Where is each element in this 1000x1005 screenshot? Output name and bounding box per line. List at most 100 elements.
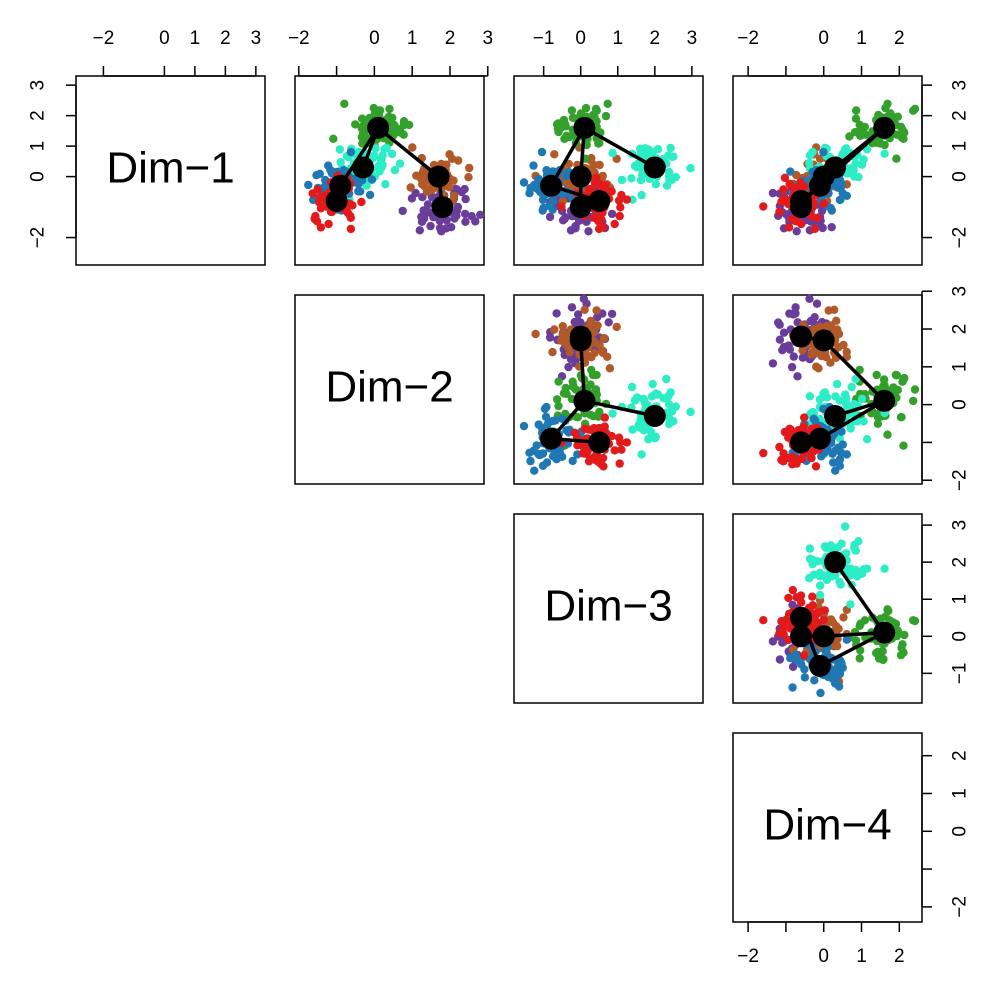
- centroid-marker-cyan: [824, 551, 847, 574]
- centroid-tree-edge: [583, 126, 656, 169]
- data-point: [385, 104, 394, 114]
- centroid-tree-edge: [822, 339, 886, 403]
- data-point: [316, 204, 326, 213]
- axis-tick-label-top: 1: [407, 28, 418, 49]
- data-point: [630, 396, 640, 405]
- data-point: [415, 226, 424, 235]
- axis-tick-label-top: −2: [737, 28, 759, 49]
- data-point: [874, 110, 883, 120]
- data-point: [647, 392, 657, 401]
- data-point: [791, 457, 801, 467]
- data-point: [573, 413, 582, 422]
- data-point: [819, 199, 828, 208]
- data-point: [852, 106, 861, 115]
- data-point: [830, 679, 840, 688]
- data-point: [567, 303, 577, 312]
- data-point: [860, 616, 869, 625]
- data-point: [534, 175, 543, 185]
- data-point: [819, 615, 828, 624]
- data-point: [476, 210, 485, 219]
- data-point: [898, 377, 907, 386]
- data-point: [603, 352, 612, 361]
- axis-tick-label-right: −1: [950, 663, 971, 685]
- data-point: [398, 206, 407, 216]
- data-point: [571, 385, 581, 394]
- centroid-marker-blue: [540, 174, 563, 197]
- data-point: [879, 375, 889, 384]
- data-point: [784, 223, 794, 232]
- data-point: [779, 185, 788, 194]
- data-point: [835, 434, 844, 443]
- axis-tick-label-top: 2: [220, 28, 231, 49]
- data-point: [779, 449, 788, 458]
- panel-label-dim-4: Dim−4: [763, 801, 891, 850]
- axis-tick-label-right: −2: [950, 469, 971, 491]
- data-point: [317, 194, 327, 203]
- centroid-marker-red: [790, 431, 813, 454]
- data-point: [597, 346, 607, 355]
- data-point: [427, 185, 436, 195]
- data-point: [560, 214, 569, 223]
- data-point: [554, 401, 563, 411]
- data-point: [604, 318, 613, 327]
- data-point: [552, 309, 561, 318]
- data-point: [637, 190, 646, 200]
- centroid-tree-edge: [377, 126, 440, 178]
- data-point: [630, 161, 640, 171]
- axis-tick-label-top: 0: [369, 28, 380, 49]
- data-point: [857, 160, 867, 169]
- centroid-marker-red: [790, 189, 813, 212]
- data-point: [519, 421, 529, 431]
- axis-tick-label-top: 0: [575, 28, 586, 49]
- axis-tick-label-right: 0: [950, 171, 971, 182]
- data-point: [839, 613, 848, 622]
- data-point: [900, 630, 909, 640]
- data-point: [775, 442, 784, 452]
- data-point: [893, 112, 902, 121]
- centroid-tree-edge: [584, 399, 656, 418]
- data-point: [608, 148, 617, 158]
- data-point: [862, 435, 872, 444]
- data-point: [324, 161, 333, 170]
- data-point: [419, 206, 428, 215]
- axis-tick-label-right: 2: [950, 557, 971, 568]
- data-point: [607, 187, 616, 196]
- data-point: [589, 110, 598, 120]
- panel-frame-r2-c3: [513, 294, 704, 485]
- centroid-marker-cyan: [824, 156, 847, 179]
- data-point: [393, 127, 402, 137]
- data-point: [567, 106, 577, 115]
- data-point: [530, 466, 539, 475]
- centroid-marker-green: [873, 116, 896, 139]
- axis-tick-label-right: 1: [950, 362, 971, 373]
- data-point: [812, 299, 822, 308]
- data-point: [811, 416, 820, 425]
- centroid-marker-brown: [812, 329, 835, 352]
- centroid-marker-red: [325, 189, 348, 212]
- data-point: [600, 413, 609, 422]
- data-point: [335, 145, 344, 154]
- data-point: [775, 207, 784, 217]
- data-point: [548, 347, 557, 357]
- data-point: [573, 310, 583, 319]
- data-point: [899, 441, 908, 450]
- data-point: [519, 178, 529, 187]
- data-point: [537, 147, 547, 157]
- axis-tick-label-bottom: 0: [818, 946, 829, 967]
- axis-tick-label-right: 0: [950, 399, 971, 410]
- axis-tick-label-top: 1: [612, 28, 623, 49]
- data-point: [805, 544, 815, 553]
- centroid-marker-purple: [790, 325, 813, 348]
- axis-tick-label-right: 2: [950, 324, 971, 335]
- data-point: [787, 362, 797, 372]
- data-point: [423, 200, 433, 209]
- data-point: [435, 223, 445, 233]
- data-point: [786, 653, 795, 663]
- data-point: [810, 224, 819, 234]
- data-point: [786, 167, 795, 176]
- data-point: [856, 646, 865, 655]
- data-point: [759, 616, 768, 625]
- data-point: [464, 173, 473, 182]
- centroid-marker-blue: [808, 174, 831, 197]
